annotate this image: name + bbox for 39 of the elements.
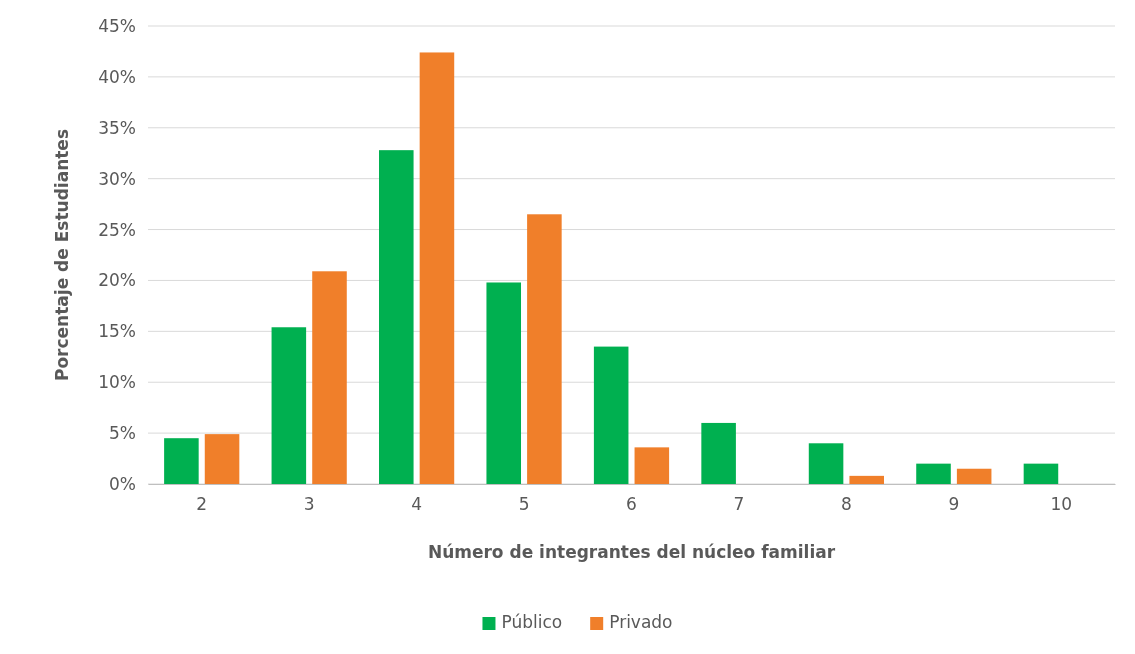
x-axis-title: Número de integrantes del núcleo familiar (427, 542, 836, 562)
x-tick-label: 10 (1050, 494, 1073, 515)
x-tick-label: 3 (303, 494, 315, 515)
bar (1023, 463, 1059, 484)
bar (634, 447, 670, 484)
y-tick-label: 25% (98, 219, 136, 240)
y-tick-label: 35% (98, 117, 136, 138)
x-tick-label: 8 (840, 494, 852, 515)
bar (527, 214, 562, 484)
x-tick-label: 9 (948, 494, 960, 515)
legend-label: Privado (609, 612, 673, 632)
y-tick-label: 40% (98, 66, 136, 87)
y-tick-label: 15% (98, 321, 136, 342)
bar (164, 438, 199, 484)
bar (849, 475, 884, 484)
y-tick-label: 10% (98, 372, 136, 393)
bar (486, 282, 522, 484)
bar (808, 443, 844, 484)
x-tick-label: 6 (626, 494, 637, 515)
bar (916, 463, 951, 484)
bar (312, 271, 347, 484)
x-tick-label: 7 (733, 494, 745, 515)
bar (271, 327, 307, 484)
legend-label: Público (501, 612, 563, 632)
y-tick-label: 45% (98, 15, 136, 36)
y-tick-label: 20% (98, 270, 136, 291)
y-tick-label: 30% (98, 168, 136, 189)
y-tick-label: 5% (109, 423, 136, 444)
bar (956, 468, 992, 484)
bar (593, 346, 629, 484)
y-axis-title: Porcentaje de Estudiantes (52, 128, 72, 382)
y-tick-label: 0% (109, 473, 136, 494)
bar (204, 434, 240, 484)
bar (379, 150, 414, 484)
x-tick-label: 5 (518, 494, 530, 515)
x-tick-label: 4 (411, 494, 423, 515)
bar (701, 422, 736, 484)
bar (419, 52, 455, 484)
x-tick-label: 2 (196, 494, 208, 515)
